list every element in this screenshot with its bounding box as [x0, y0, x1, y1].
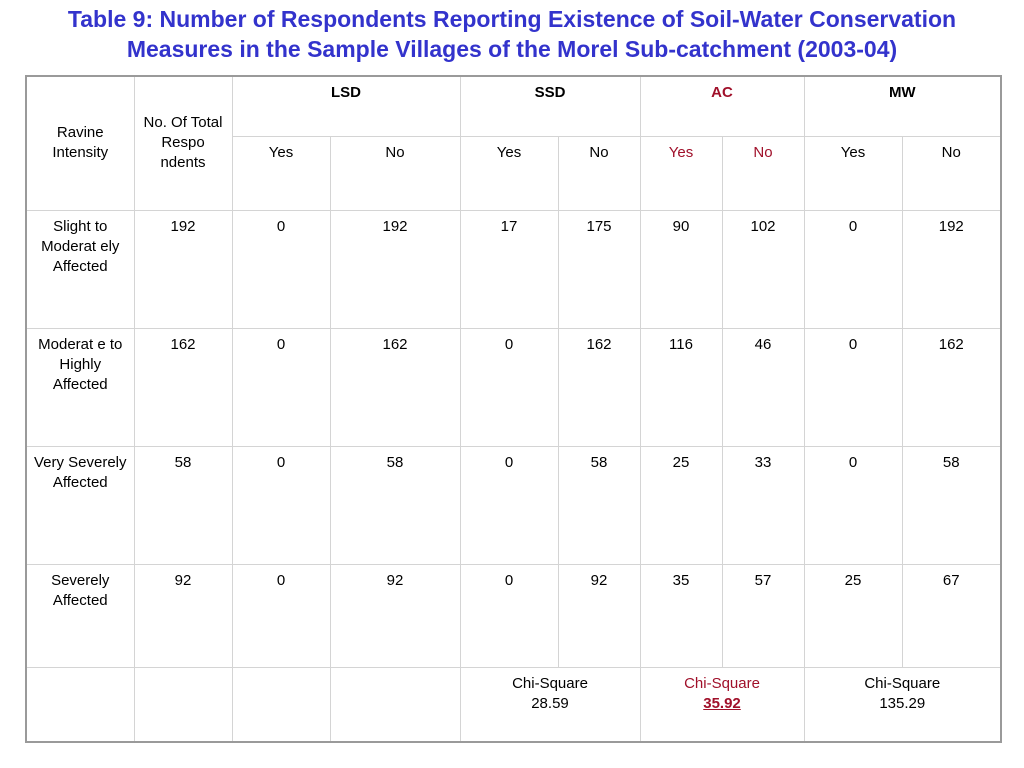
chi-square-mw: Chi-Square 135.29: [803, 666, 1002, 743]
header-ssd-yes: Yes: [459, 135, 559, 211]
header-group-mw: MW: [803, 75, 1002, 137]
chi-square-value-mw: 135.29: [879, 694, 926, 712]
cell-lsd-yes: 0: [231, 563, 331, 668]
cell-mw-no: 162: [901, 327, 1002, 447]
cell-ssd-no: 58: [557, 445, 641, 565]
cell-ssd-yes: 17: [459, 209, 559, 329]
header-group-ssd: SSD: [459, 75, 641, 137]
respondents-table: Ravine Intensity No. Of Total Respo nden…: [25, 75, 1003, 743]
row-label: Slight to Moderat ely Affected: [25, 209, 135, 329]
title-line-2: Measures in the Sample Villages of the M…: [126, 36, 898, 62]
cell-ssd-yes: 0: [459, 327, 559, 447]
header-ravine-intensity: Ravine Intensity: [25, 75, 135, 211]
chi-square-ssd: Chi-Square 28.59: [459, 666, 641, 743]
title-line-1: Table 9: Number of Respondents Reporting…: [67, 6, 957, 32]
cell-ac-no: 46: [721, 327, 805, 447]
cell-ssd-yes: 0: [459, 563, 559, 668]
header-mw-yes: Yes: [803, 135, 903, 211]
empty-cell: [231, 666, 331, 743]
header-ssd-no: No: [557, 135, 641, 211]
header-ac-yes: Yes: [639, 135, 723, 211]
cell-ac-yes: 90: [639, 209, 723, 329]
cell-ac-yes: 35: [639, 563, 723, 668]
cell-mw-no: 67: [901, 563, 1002, 668]
cell-lsd-yes: 0: [231, 209, 331, 329]
header-row-yes-no: Yes No Yes No Yes No Yes No: [26, 135, 1002, 211]
header-lsd-yes: Yes: [231, 135, 331, 211]
table-row: Moderat e to Highly Affected 162 0 162 0…: [25, 327, 1002, 447]
header-lsd-no: No: [329, 135, 461, 211]
chi-square-ac: Chi-Square 35.92: [639, 666, 805, 743]
cell-mw-yes: 0: [803, 209, 903, 329]
cell-lsd-no: 92: [329, 563, 461, 668]
chi-square-label: Chi-Square: [684, 674, 760, 692]
cell-lsd-yes: 0: [231, 445, 331, 565]
header-group-lsd: LSD: [231, 75, 461, 137]
cell-ac-no: 57: [721, 563, 805, 668]
cell-ac-yes: 116: [639, 327, 723, 447]
header-ac-no: No: [721, 135, 805, 211]
table-row: Severely Affected 92 0 92 0 92 35 57 25 …: [25, 563, 1002, 668]
empty-cell: [329, 666, 461, 743]
row-label: Very Severely Affected: [25, 445, 135, 565]
cell-ssd-no: 162: [557, 327, 641, 447]
table-row: Slight to Moderat ely Affected 192 0 192…: [25, 209, 1002, 329]
cell-mw-yes: 25: [803, 563, 903, 668]
chi-square-row: Chi-Square 28.59 Chi-Square 35.92 Chi-Sq…: [25, 666, 1002, 743]
cell-lsd-no: 162: [329, 327, 461, 447]
page-title: Table 9: Number of Respondents Reporting…: [0, 4, 1024, 64]
cell-mw-yes: 0: [803, 445, 903, 565]
header-group-ac: AC: [639, 75, 805, 137]
header-total-respondents: No. Of Total Respo ndents: [133, 75, 233, 211]
chi-square-value-ssd: 28.59: [531, 694, 569, 712]
header-row-groups: Ravine Intensity No. Of Total Respo nden…: [25, 75, 1002, 211]
table-row: Very Severely Affected 58 0 58 0 58 25 3…: [25, 445, 1002, 565]
cell-total: 92: [133, 563, 233, 668]
header-mw-no: No: [901, 135, 1002, 211]
cell-ssd-no: 175: [557, 209, 641, 329]
cell-lsd-yes: 0: [231, 327, 331, 447]
empty-cell: [133, 666, 233, 743]
cell-ac-yes: 25: [639, 445, 723, 565]
chi-square-value-ac: 35.92: [703, 694, 741, 712]
cell-ac-no: 33: [721, 445, 805, 565]
cell-lsd-no: 58: [329, 445, 461, 565]
chi-square-label: Chi-Square: [512, 674, 588, 692]
cell-lsd-no: 192: [329, 209, 461, 329]
cell-ssd-no: 92: [557, 563, 641, 668]
cell-mw-no: 58: [901, 445, 1002, 565]
cell-mw-no: 192: [901, 209, 1002, 329]
row-label: Severely Affected: [25, 563, 135, 668]
empty-cell: [25, 666, 135, 743]
cell-ssd-yes: 0: [459, 445, 559, 565]
chi-square-label: Chi-Square: [864, 674, 941, 692]
cell-total: 162: [133, 327, 233, 447]
row-label: Moderat e to Highly Affected: [25, 327, 135, 447]
cell-ac-no: 102: [721, 209, 805, 329]
cell-total: 192: [133, 209, 233, 329]
cell-total: 58: [133, 445, 233, 565]
cell-mw-yes: 0: [803, 327, 903, 447]
